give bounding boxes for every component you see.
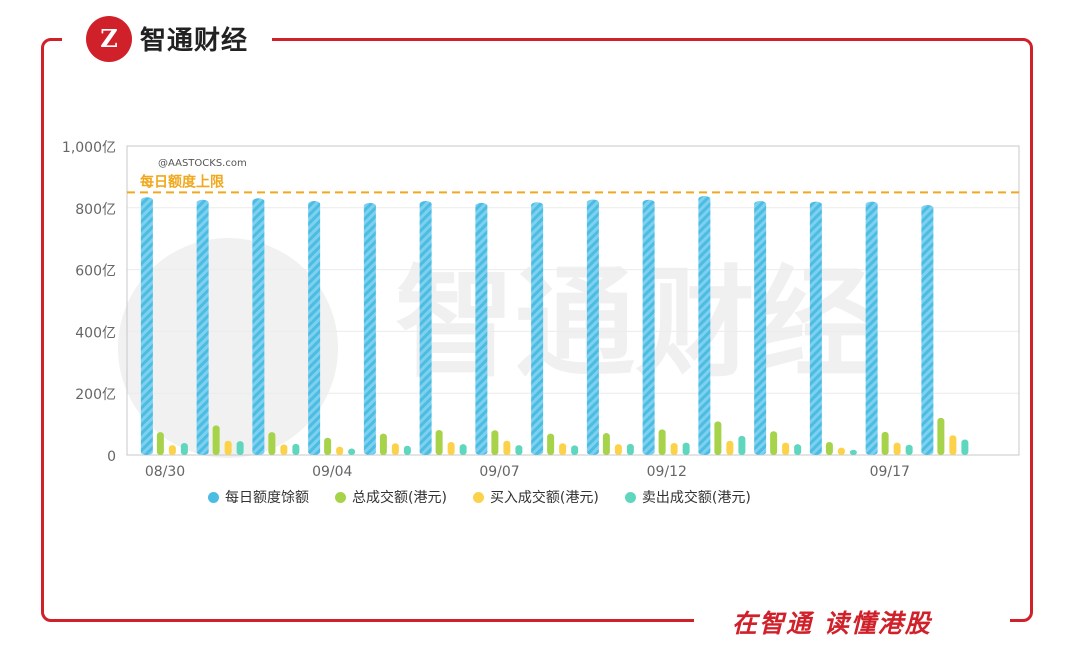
legend-label-sell: 卖出成交额(港元) [641,490,751,506]
x-tick-label: 09/07 [479,464,519,480]
bar-buy-turnover [168,445,176,455]
bar-buy-turnover [670,442,678,455]
bar-sell-turnover [348,448,356,455]
bar-sell-turnover [180,442,188,455]
bar-quota-balance [196,199,209,455]
legend-label-quota: 每日额度馀额 [225,490,309,506]
bar-total-turnover [268,432,276,455]
watermark-text: 智通财经 [395,255,875,394]
slogan: 在智通 读懂港股 [732,609,932,638]
bar-buy-turnover [447,442,455,455]
bar-total-turnover [379,433,387,455]
bar-sell-turnover [236,441,244,455]
y-tick-label: 0 [107,449,116,465]
bar-quota-balance [754,201,767,455]
x-tick-label: 09/12 [647,464,687,480]
legend-label-buy: 买入成交额(港元) [489,490,599,506]
bar-buy-turnover [224,440,232,455]
bar-sell-turnover [626,443,634,455]
bar-total-turnover [658,429,666,455]
bar-total-turnover [435,429,443,455]
y-tick-label: 200亿 [75,387,116,403]
bar-buy-turnover [336,446,344,455]
x-tick-label: 09/04 [312,464,352,480]
bar-quota-balance [586,199,599,455]
bar-buy-turnover [391,443,399,455]
bar-buy-turnover [614,444,622,455]
x-tick-label: 08/30 [145,464,185,480]
bar-sell-turnover [515,445,523,455]
bar-quota-balance [419,201,432,455]
bar-quota-balance [809,201,822,455]
y-tick-label: 1,000亿 [62,140,116,156]
legend-marker-total [335,491,346,503]
bar-total-turnover [491,430,499,455]
plot-border [126,145,1020,456]
bar-buy-turnover [949,435,957,455]
red-frame [41,38,1033,622]
x-tick-label: 09/17 [870,464,910,480]
bar-sell-turnover [849,449,857,455]
legend-item-sell[interactable]: 卖出成交额(港元) [624,487,751,507]
bar-buy-turnover [782,442,790,455]
bar-total-turnover [881,431,889,455]
bar-sell-turnover [403,445,411,455]
legend-item-buy[interactable]: 买入成交额(港元) [472,487,599,507]
legend-item-total[interactable]: 总成交额(港元) [335,487,447,507]
bar-quota-balance [308,201,321,455]
bar-sell-turnover [905,444,913,455]
bar-quota-balance [642,199,655,455]
watermark-logo-icon [118,238,338,458]
bar-buy-turnover [726,440,734,455]
y-tick-label: 600亿 [75,264,116,280]
y-tick-label: 400亿 [75,325,116,341]
bar-total-turnover [714,421,722,455]
bar-buy-turnover [559,443,567,455]
bar-total-turnover [547,433,555,455]
bar-total-turnover [324,437,332,455]
bar-buy-turnover [503,440,511,455]
y-tick-label: 800亿 [75,202,116,218]
limit-line-label: 每日额度上限 [140,173,224,190]
bar-total-turnover [602,433,610,455]
legend: 每日额度馀额 总成交额(港元) 买入成交额(港元) 卖出成交额(港元) [208,487,751,507]
bar-buy-turnover [280,444,288,455]
brand-logo-icon: Z [86,16,132,62]
bar-total-turnover [937,417,945,455]
bar-sell-turnover [459,444,467,455]
bar-quota-balance [865,201,878,455]
bar-sell-turnover [292,443,300,455]
bar-quota-balance [921,205,934,455]
slogan-backdrop [694,600,1010,640]
bar-sell-turnover [571,445,579,455]
bar-quota-balance [140,197,153,455]
bar-quota-balance [252,198,265,455]
legend-label-total: 总成交额(港元) [352,490,447,506]
bar-total-turnover [770,431,778,455]
bar-quota-balance [363,202,376,455]
bar-buy-turnover [893,442,901,455]
brand-name: 智通财经 [140,26,249,56]
bar-quota-balance [531,202,544,455]
bar-total-turnover [825,442,833,455]
bar-total-turnover [156,432,164,455]
legend-marker-quota [208,491,219,503]
legend-marker-buy [472,491,484,503]
bar-sell-turnover [682,442,690,455]
bar-buy-turnover [837,447,845,455]
bar-sell-turnover [961,439,969,455]
legend-item-quota[interactable]: 每日额度馀额 [208,487,309,507]
source-label: @AASTOCKS.com [158,158,247,169]
bar-quota-balance [475,202,488,455]
bar-sell-turnover [738,435,746,455]
legend-marker-sell [624,491,636,503]
bar-sell-turnover [794,444,802,455]
bar-total-turnover [212,425,220,455]
bar-quota-balance [698,196,711,456]
